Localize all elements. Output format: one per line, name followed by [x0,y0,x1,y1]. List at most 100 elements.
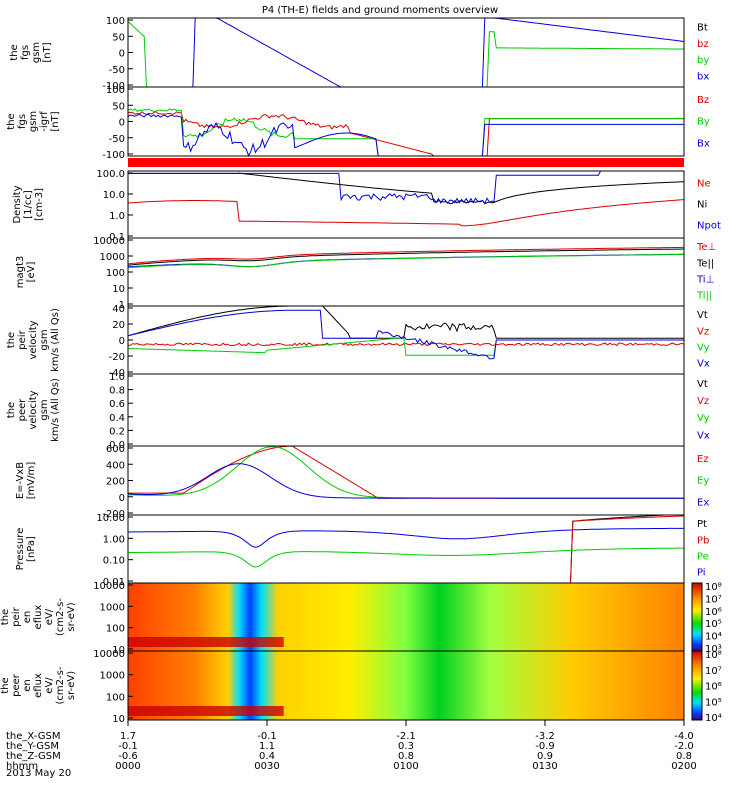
series-temp-0 [127,246,684,265]
x-tick-value: 0100 [393,761,418,772]
legend-entry: Vt [697,310,708,321]
y-tick-label: -100 [102,81,125,92]
y-axis-label: [nT] [50,111,61,131]
y-tick-label: 10000 [93,236,125,247]
y-tick-label: 400 [106,460,125,471]
y-tick-label: 0.10 [103,556,125,567]
y-axis-label: the [0,677,11,693]
legend-entry: Pb [697,535,709,546]
panel-frame [127,445,685,516]
panel-pressure: 10.00 1.00 0.10 0.01 Pressure [nPa] Pt Pb Pe Pi [15,513,709,588]
y-tick-label: 1000 [100,671,125,682]
y-axis-label: eV/ [44,608,55,625]
legend-entry: Ez [697,454,709,465]
y-axis-label: [eV] [26,262,37,283]
y-axis-label: eV/ [44,677,55,694]
x-tick-value: 0.8 [676,751,692,762]
legend-entry: Pe [697,552,709,563]
y-tick-label: 100 [106,268,125,279]
legend-entry: Vt [697,379,708,390]
y-tick-label: 10.0 [103,190,125,201]
colorbar-tick-label: 10⁷ [705,666,722,677]
legend-entry: Vx [697,359,710,370]
x-tick-value: -0.1 [257,731,277,742]
panel-peer_en: 10⁸ 10⁷ 10⁶ 10⁵ 10⁴ 10000 1000 100 10 the peer en ef… [0,649,722,725]
x-axis-row-label: the_Y-GSM [6,741,59,752]
y-axis-label: the [9,44,20,60]
y-axis-label: peer [17,398,28,422]
y-axis-label: en [22,611,33,624]
y-tick-label: 0.4 [109,413,125,424]
y-tick-label: 0.0 [109,440,125,451]
y-tick-label: 0.1 [109,232,125,243]
y-tick-label: -40 [109,368,125,379]
colorbar-tick-label: 10⁶ [705,682,722,693]
y-axis-label: gsm [39,399,50,420]
y-axis-label: [nT] [42,42,53,62]
colorbar-tick-label: 10⁵ [705,697,722,708]
y-axis-label: (cm2-s- [55,666,66,704]
y-tick-label: 10 [112,714,125,725]
y-axis-label: [nPa] [26,536,37,562]
y-axis-label: gsm [39,329,50,350]
y-tick-label: 100 [106,692,125,703]
y-axis-label: sr-eV) [66,602,77,631]
x-axis-row-label: hhmm [6,761,38,772]
y-axis-label: (cm2-s- [55,598,66,636]
legend-entry: by [697,55,709,66]
series-peir_vel-3 [127,309,684,360]
y-tick-label: 1000 [100,602,125,613]
date-label: 2013 May 20 [6,768,71,779]
legend-entry: Bx [697,138,710,149]
legend-entry: Vz [697,326,709,337]
legend-entry: Ti|| [696,291,712,302]
y-axis-label: gsm [31,42,42,63]
spectrogram-band [128,637,284,647]
y-tick-label: -20 [109,352,125,363]
y-tick-label: 0 [119,493,125,504]
legend-entry: Pi [697,568,706,579]
series-density-1 [128,172,685,205]
legend-entry: Vx [697,430,710,441]
y-tick-label: 0.6 [109,399,125,410]
panel-frame [127,86,685,157]
y-axis-label: en [22,679,33,692]
y-axis-label: the [6,332,17,348]
x-tick-value: -0.9 [535,741,555,752]
x-tick-value: -0.6 [118,751,138,762]
panel-frame [127,17,685,88]
series-temp-3 [127,253,685,269]
series-density-0 [127,199,685,227]
x-tick-value: -4.0 [674,731,694,742]
series-peir_vel-1 [127,342,685,347]
y-axis-label: peir [11,606,22,626]
y-axis-label: eflux [33,605,44,630]
y-tick-label: 100 [106,85,125,96]
x-tick-value: 0.9 [537,751,553,762]
series-pressure-2 [127,547,684,568]
y-tick-label: 10000 [93,581,125,592]
y-tick-label: 10000 [93,649,125,660]
y-tick-label: -50 [109,134,125,145]
y-tick-label: 0 [119,49,125,60]
y-axis-label: peir [17,329,28,349]
y-axis-label: magt3 [15,256,26,289]
colorbar-tick-label: 10⁸ [705,582,722,593]
colorbar-tick-label: 10⁷ [705,594,722,605]
x-tick-value: 0.3 [398,741,414,752]
x-tick-value: 1.1 [259,741,275,752]
panel-efield: 600 400 200 0 -200 E=-VxB [mV/m] Ez Ey Ex [15,444,709,520]
y-axis-label: the [0,609,11,625]
y-tick-label: 100 [106,624,125,635]
y-tick-label: 0.8 [109,386,125,397]
y-tick-label: 1.0 [109,372,125,383]
y-axis-label: km/s (All Qs) [50,378,61,442]
x-tick-value: 0.8 [398,751,414,762]
legend-entry: Bz [697,95,709,106]
y-tick-label: -100 [102,150,125,161]
series-fgs_hp-2 [127,113,684,157]
x-tick-value: -2.1 [396,731,416,742]
y-tick-label: 1.00 [103,534,125,545]
